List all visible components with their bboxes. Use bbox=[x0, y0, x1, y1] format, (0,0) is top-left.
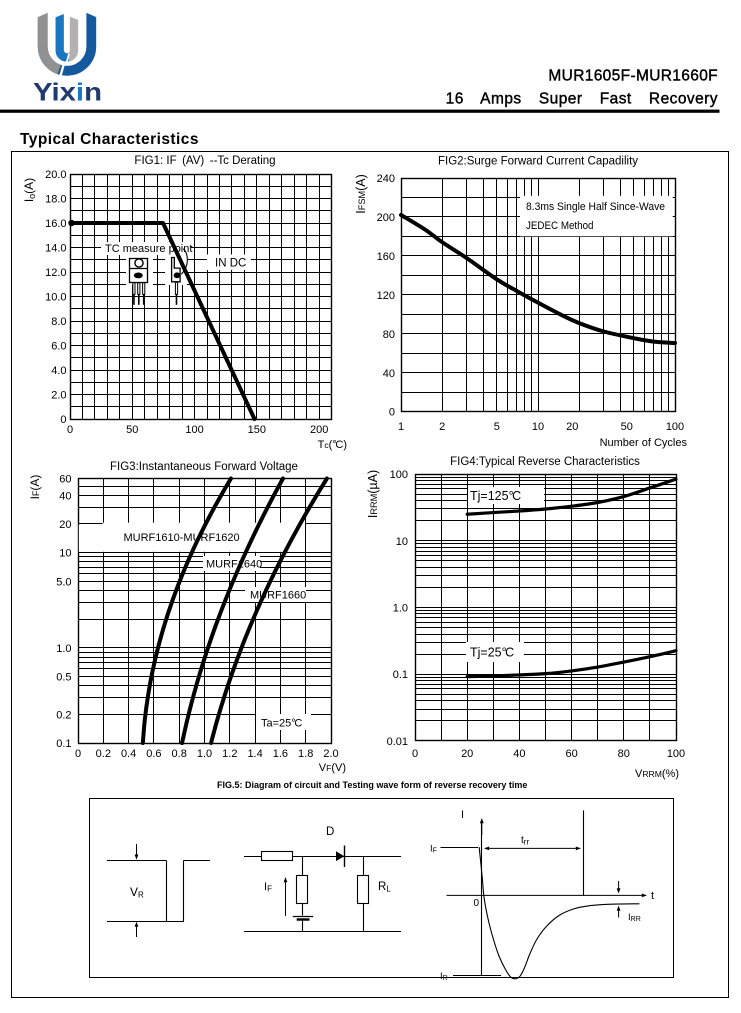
svg-text:FIG2:Surge Forward Current Cap: FIG2:Surge Forward Current Capadility bbox=[438, 156, 638, 168]
svg-text:60: 60 bbox=[565, 748, 577, 760]
svg-text:2.0: 2.0 bbox=[51, 390, 66, 402]
svg-text:IN DC: IN DC bbox=[215, 258, 246, 270]
svg-text:FIG.5: Diagram of circuit and: FIG.5: Diagram of circuit and Testing wa… bbox=[217, 780, 527, 790]
svg-text:0.2: 0.2 bbox=[56, 709, 71, 721]
svg-text:IF: IF bbox=[264, 881, 272, 894]
svg-text:1.0: 1.0 bbox=[56, 643, 71, 655]
svg-text:100: 100 bbox=[390, 469, 408, 481]
svg-text:100: 100 bbox=[185, 424, 203, 436]
svg-text:IFSM(A): IFSM(A) bbox=[354, 174, 368, 214]
svg-text:0: 0 bbox=[60, 414, 66, 426]
svg-text:80: 80 bbox=[383, 329, 395, 341]
svg-text:FIG1: IF (AV) --Tc Derating: FIG1: IF (AV) --Tc Derating bbox=[134, 155, 275, 167]
svg-text:1: 1 bbox=[398, 421, 404, 433]
svg-text:IF(A): IF(A) bbox=[28, 475, 42, 500]
svg-text:Tj=25°C: Tj=25°C bbox=[470, 646, 514, 660]
svg-text:TC measure point: TC measure point bbox=[105, 243, 192, 255]
svg-text:12.0: 12.0 bbox=[45, 267, 66, 279]
svg-text:10.0: 10.0 bbox=[45, 292, 66, 304]
svg-text:Typical Characteristics: Typical Characteristics bbox=[20, 131, 199, 148]
svg-text:40: 40 bbox=[59, 490, 71, 502]
svg-text:JEDEC Method: JEDEC Method bbox=[526, 220, 594, 232]
svg-text:VF(V): VF(V) bbox=[319, 762, 346, 774]
svg-text:1.0: 1.0 bbox=[393, 603, 408, 615]
svg-text:1.8: 1.8 bbox=[298, 748, 313, 760]
svg-text:1.2: 1.2 bbox=[222, 748, 237, 760]
svg-text:0.01: 0.01 bbox=[387, 736, 408, 748]
svg-text:20: 20 bbox=[59, 519, 71, 531]
svg-text:0.5: 0.5 bbox=[56, 671, 71, 683]
svg-text:0.6: 0.6 bbox=[146, 748, 161, 760]
svg-text:MURF1610-MURF1620: MURF1610-MURF1620 bbox=[124, 532, 240, 544]
svg-text:Tc(°C): Tc(°C) bbox=[318, 439, 347, 451]
svg-text:0.1: 0.1 bbox=[56, 738, 71, 750]
svg-text:160: 160 bbox=[377, 251, 395, 263]
svg-text:FIG3:Instantaneous Forward Vol: FIG3:Instantaneous Forward Voltage bbox=[110, 461, 298, 473]
svg-text:14.0: 14.0 bbox=[45, 243, 66, 255]
svg-text:0.4: 0.4 bbox=[121, 748, 136, 760]
svg-text:Ta=25°C: Ta=25°C bbox=[261, 718, 302, 730]
svg-text:10: 10 bbox=[532, 421, 544, 433]
svg-text:240: 240 bbox=[377, 173, 395, 185]
svg-text:100: 100 bbox=[666, 421, 684, 433]
svg-text:6.0: 6.0 bbox=[51, 341, 66, 353]
svg-text:4.0: 4.0 bbox=[51, 365, 66, 377]
svg-text:I: I bbox=[461, 809, 464, 821]
svg-text:MUR1605F-MUR1660F: MUR1605F-MUR1660F bbox=[548, 68, 718, 85]
svg-text:FIG4:Typical Reverse Character: FIG4:Typical Reverse Characteristics bbox=[450, 456, 640, 468]
svg-text:60: 60 bbox=[59, 474, 71, 486]
svg-text:IF: IF bbox=[430, 844, 437, 855]
svg-text:1.0: 1.0 bbox=[197, 748, 212, 760]
svg-text:MURF1660: MURF1660 bbox=[250, 590, 306, 602]
svg-text:5.0: 5.0 bbox=[56, 576, 71, 588]
svg-text:IRR: IRR bbox=[628, 912, 641, 923]
svg-text:1.6: 1.6 bbox=[273, 748, 288, 760]
svg-text:10: 10 bbox=[396, 536, 408, 548]
svg-text:20.0: 20.0 bbox=[45, 169, 66, 181]
svg-text:0.2: 0.2 bbox=[96, 748, 111, 760]
svg-text:100: 100 bbox=[667, 748, 685, 760]
svg-text:120: 120 bbox=[377, 290, 395, 302]
svg-text:IR: IR bbox=[440, 971, 448, 982]
svg-text:5: 5 bbox=[494, 421, 500, 433]
svg-text:VRRM(%): VRRM(%) bbox=[635, 768, 679, 780]
svg-text:0: 0 bbox=[389, 407, 395, 419]
svg-text:0: 0 bbox=[412, 748, 418, 760]
svg-text:20: 20 bbox=[461, 748, 473, 760]
svg-text:40: 40 bbox=[383, 368, 395, 380]
svg-text:200: 200 bbox=[377, 212, 395, 224]
svg-text:Tj=125°C: Tj=125°C bbox=[470, 489, 521, 503]
svg-text:8.0: 8.0 bbox=[51, 316, 66, 328]
svg-text:8.3ms Single Half Since-Wave: 8.3ms Single Half Since-Wave bbox=[526, 201, 665, 213]
svg-text:50: 50 bbox=[126, 424, 138, 436]
svg-text:1.4: 1.4 bbox=[247, 748, 262, 760]
svg-text:16.0: 16.0 bbox=[45, 218, 66, 230]
svg-text:16 Amps Super Fast Recovery: 16 Amps Super Fast Recovery bbox=[446, 91, 718, 108]
svg-text:IRRM(µA): IRRM(µA) bbox=[366, 470, 380, 518]
svg-text:2.0: 2.0 bbox=[323, 748, 338, 760]
svg-text:18.0: 18.0 bbox=[45, 194, 66, 206]
svg-text:trr: trr bbox=[521, 835, 529, 847]
svg-text:0: 0 bbox=[473, 898, 479, 909]
svg-text:MURF1640: MURF1640 bbox=[206, 559, 262, 571]
svg-text:0: 0 bbox=[67, 424, 73, 436]
svg-text:0.1: 0.1 bbox=[393, 669, 408, 681]
svg-text:t: t bbox=[651, 890, 654, 902]
svg-text:0.8: 0.8 bbox=[172, 748, 187, 760]
svg-text:0: 0 bbox=[75, 748, 81, 760]
svg-text:80: 80 bbox=[618, 748, 630, 760]
svg-text:10: 10 bbox=[59, 548, 71, 560]
svg-text:Number of Cycles: Number of Cycles bbox=[600, 437, 688, 449]
svg-text:150: 150 bbox=[248, 424, 266, 436]
svg-text:D: D bbox=[326, 826, 334, 838]
svg-text:200: 200 bbox=[310, 424, 328, 436]
svg-text:2: 2 bbox=[439, 421, 445, 433]
svg-text:50: 50 bbox=[621, 421, 633, 433]
svg-text:40: 40 bbox=[513, 748, 525, 760]
svg-text:20: 20 bbox=[566, 421, 578, 433]
svg-text:RL: RL bbox=[378, 881, 391, 894]
